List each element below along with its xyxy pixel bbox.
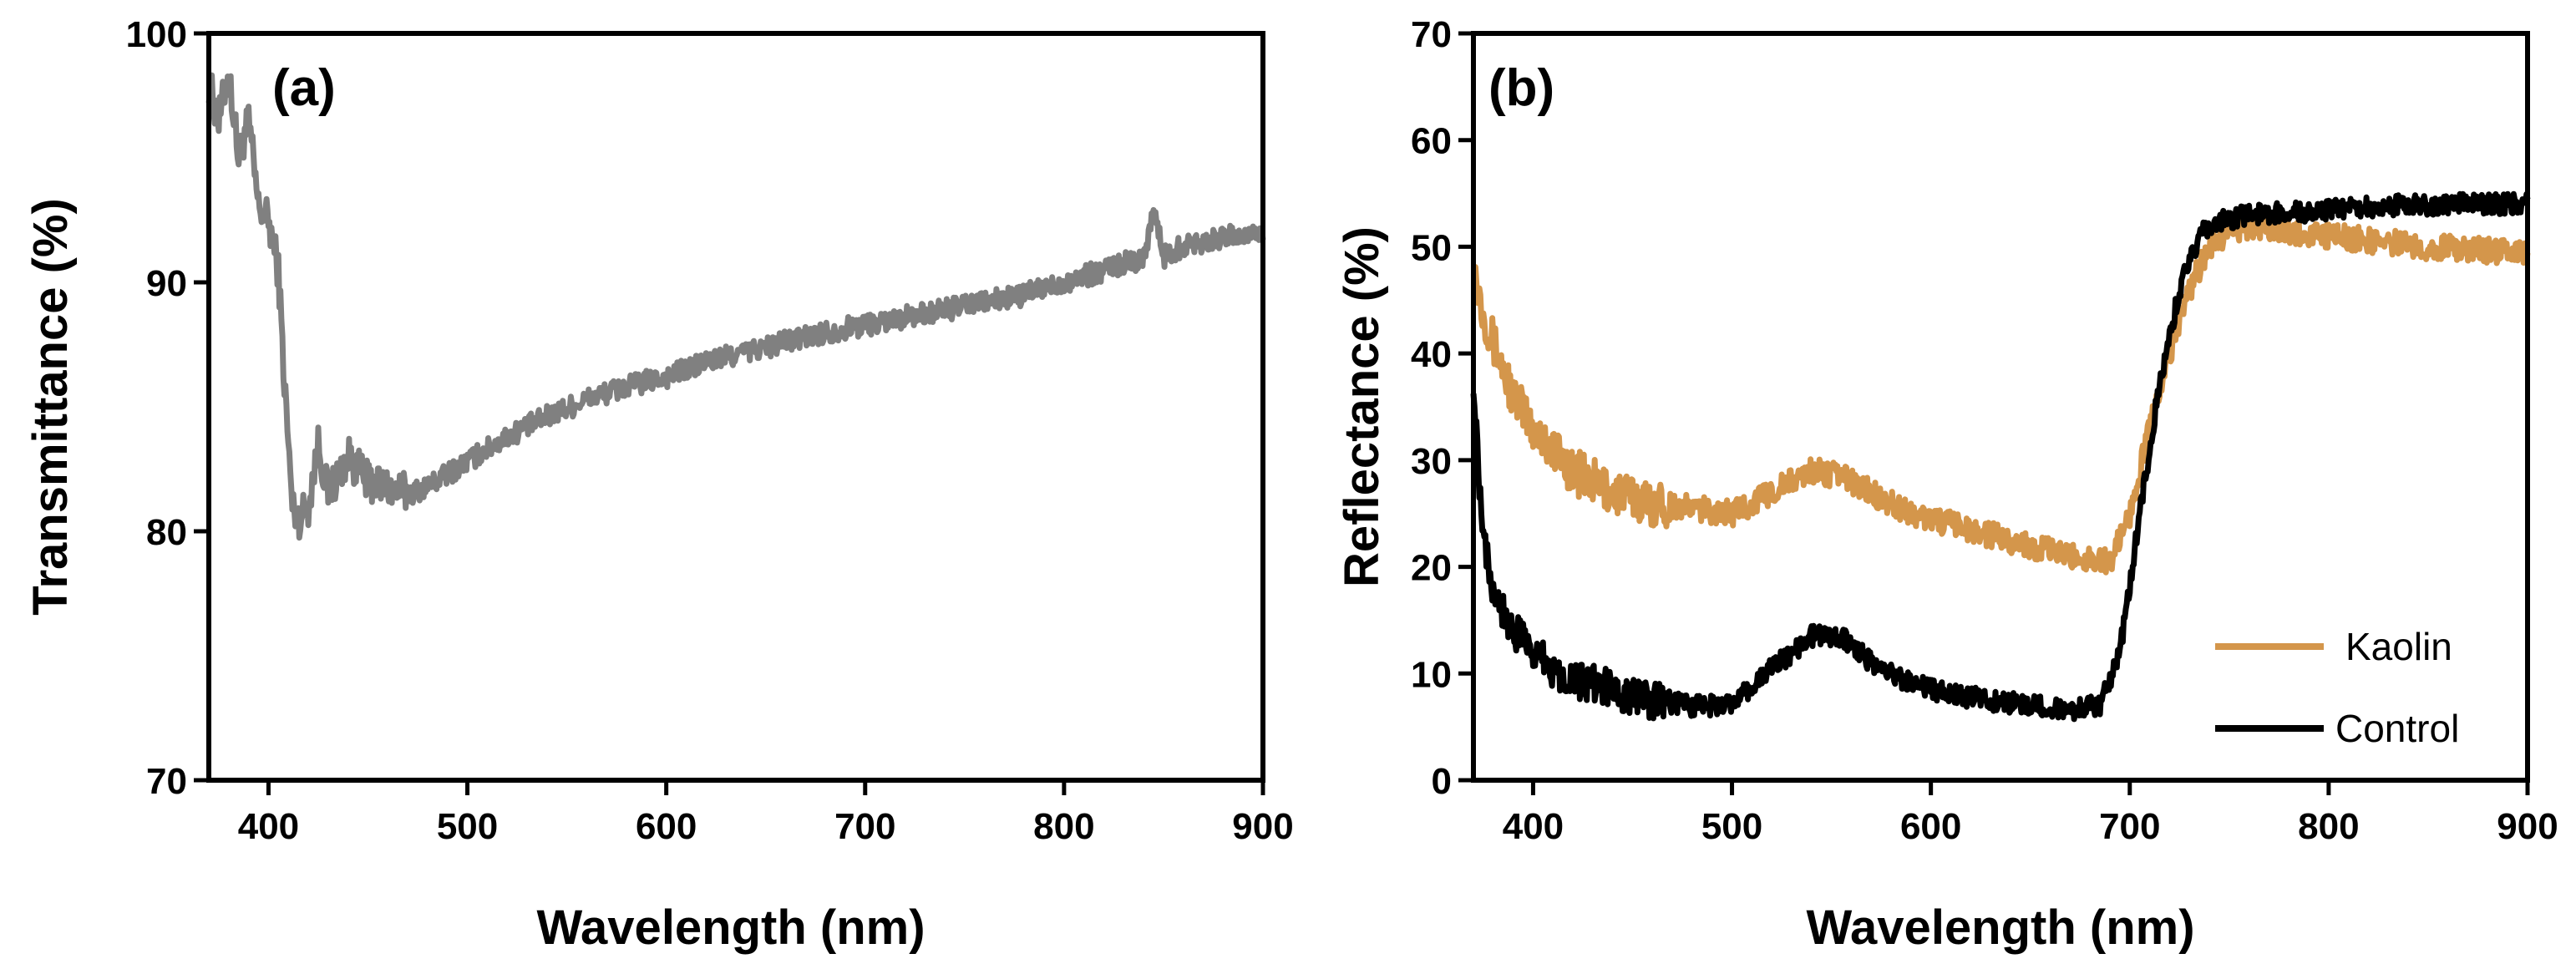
y-tick-label: 60 [1411, 121, 1452, 162]
y-tick-label: 80 [146, 512, 187, 553]
x-tick-label: 400 [238, 806, 299, 847]
x-tick-label: 700 [2099, 806, 2160, 847]
control-line [1470, 190, 2531, 723]
x-tick-label: 600 [636, 806, 697, 847]
panel-a-chart: 400 500 600 700 800 900 70 80 90 100 (a) Wavelen… [23, 14, 1294, 955]
legend-label-kaolin: Kaolin [2345, 625, 2452, 668]
panel-a-y-ticks: 70 80 90 100 [126, 14, 209, 802]
y-tick-label: 50 [1411, 227, 1452, 268]
panel-a-label: (a) [272, 59, 336, 117]
panel-b-x-axis-title: Wavelength (nm) [1806, 900, 2194, 955]
x-tick-label: 500 [1701, 806, 1762, 847]
panel-a-y-axis-title: Transmittance (%) [23, 198, 78, 616]
x-tick-label: 800 [1033, 806, 1094, 847]
kaolin-line [1471, 211, 2531, 576]
y-tick-label: 90 [146, 263, 187, 304]
panel-b-y-ticks: 0 10 20 30 40 50 60 70 [1411, 14, 1473, 802]
y-tick-label: 30 [1411, 441, 1452, 482]
legend: Kaolin Control [2215, 625, 2459, 750]
legend-label-control: Control [2335, 707, 2459, 750]
panel-b-x-ticks: 400 500 600 700 800 900 [1503, 780, 2558, 847]
transmittance-line [205, 72, 1266, 541]
y-tick-label: 70 [1411, 14, 1452, 55]
x-tick-label: 800 [2298, 806, 2359, 847]
x-tick-label: 400 [1503, 806, 1564, 847]
x-tick-label: 700 [834, 806, 895, 847]
y-tick-label: 10 [1411, 654, 1452, 695]
panel-a-x-ticks: 400 500 600 700 800 900 [238, 780, 1294, 847]
x-tick-label: 600 [1900, 806, 1961, 847]
y-tick-label: 20 [1411, 548, 1452, 589]
x-tick-label: 900 [2497, 806, 2558, 847]
panel-a-frame [206, 31, 1265, 783]
y-tick-label: 0 [1432, 761, 1452, 802]
x-tick-label: 900 [1232, 806, 1293, 847]
panel-a-x-axis-title: Wavelength (nm) [536, 900, 925, 955]
panel-b-label: (b) [1488, 59, 1554, 117]
panel-b-frame [1471, 31, 2530, 783]
y-tick-label: 70 [146, 761, 187, 802]
y-tick-label: 100 [126, 14, 187, 55]
y-tick-label: 40 [1411, 334, 1452, 375]
panel-b-chart: 400 500 600 700 800 900 0 10 20 30 40 50 60 70 (b) W… [1335, 14, 2558, 955]
panel-b-y-axis-title: Reflectance (%) [1335, 226, 1389, 587]
x-tick-label: 500 [437, 806, 498, 847]
